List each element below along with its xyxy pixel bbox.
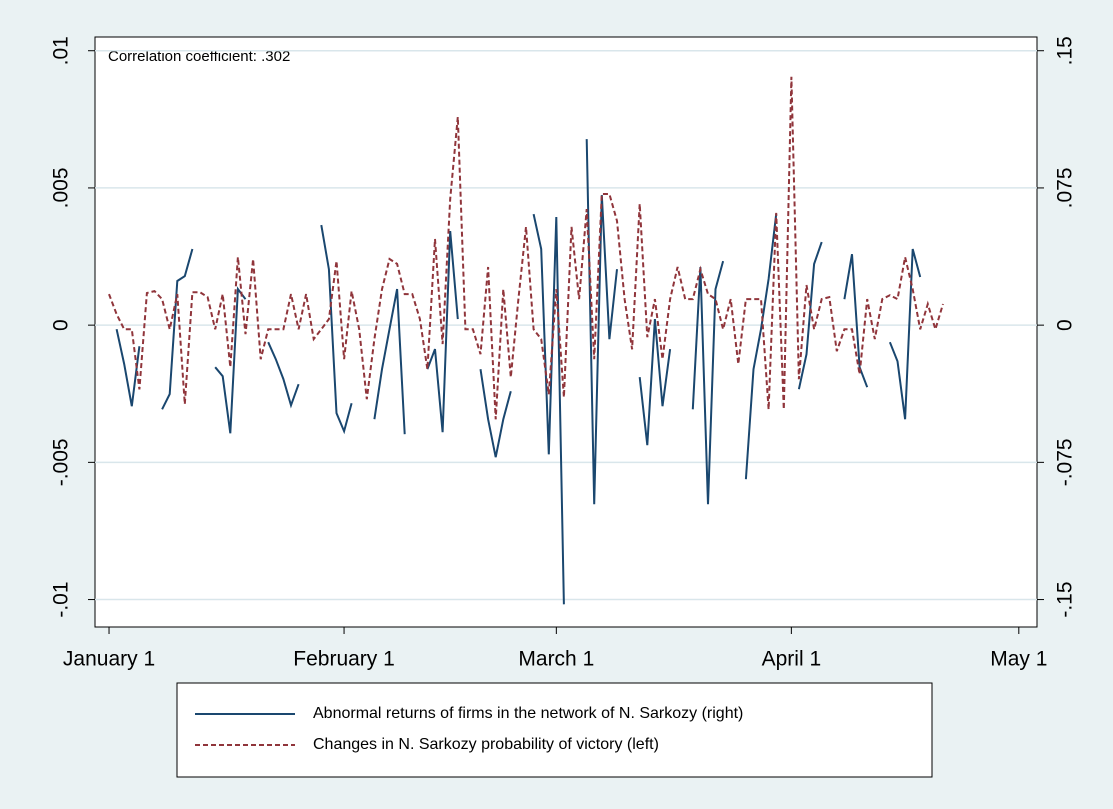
legend-label: Changes in N. Sarkozy probability of vic… — [313, 736, 659, 753]
y-tick-label: .005 — [50, 167, 73, 208]
series-line — [115, 139, 922, 605]
x-tick-label: April 1 — [762, 648, 822, 671]
x-tick-label: January 1 — [63, 648, 155, 671]
y2-tick-label: -.075 — [1054, 438, 1077, 486]
y-tick-label: -.01 — [50, 581, 73, 617]
y2-tick-label: 0 — [1054, 319, 1077, 331]
x-tick-label: March 1 — [518, 648, 594, 671]
annotation: Correlation coefficient: .302 — [108, 48, 290, 65]
x-tick-label: February 1 — [293, 648, 395, 671]
y2-tick-label: .075 — [1054, 167, 1077, 208]
y2-tick-label: .15 — [1054, 36, 1077, 65]
y-tick-label: -.005 — [50, 438, 73, 486]
y2-tick-label: -.15 — [1054, 581, 1077, 617]
series-line — [108, 76, 944, 420]
y-tick-label: .01 — [50, 36, 73, 65]
legend-box — [176, 682, 933, 778]
plot-area — [94, 36, 1038, 628]
y-tick-label: 0 — [50, 319, 73, 331]
legend-label: Abnormal returns of firms in the network… — [313, 705, 743, 722]
x-tick-label: May 1 — [990, 648, 1047, 671]
